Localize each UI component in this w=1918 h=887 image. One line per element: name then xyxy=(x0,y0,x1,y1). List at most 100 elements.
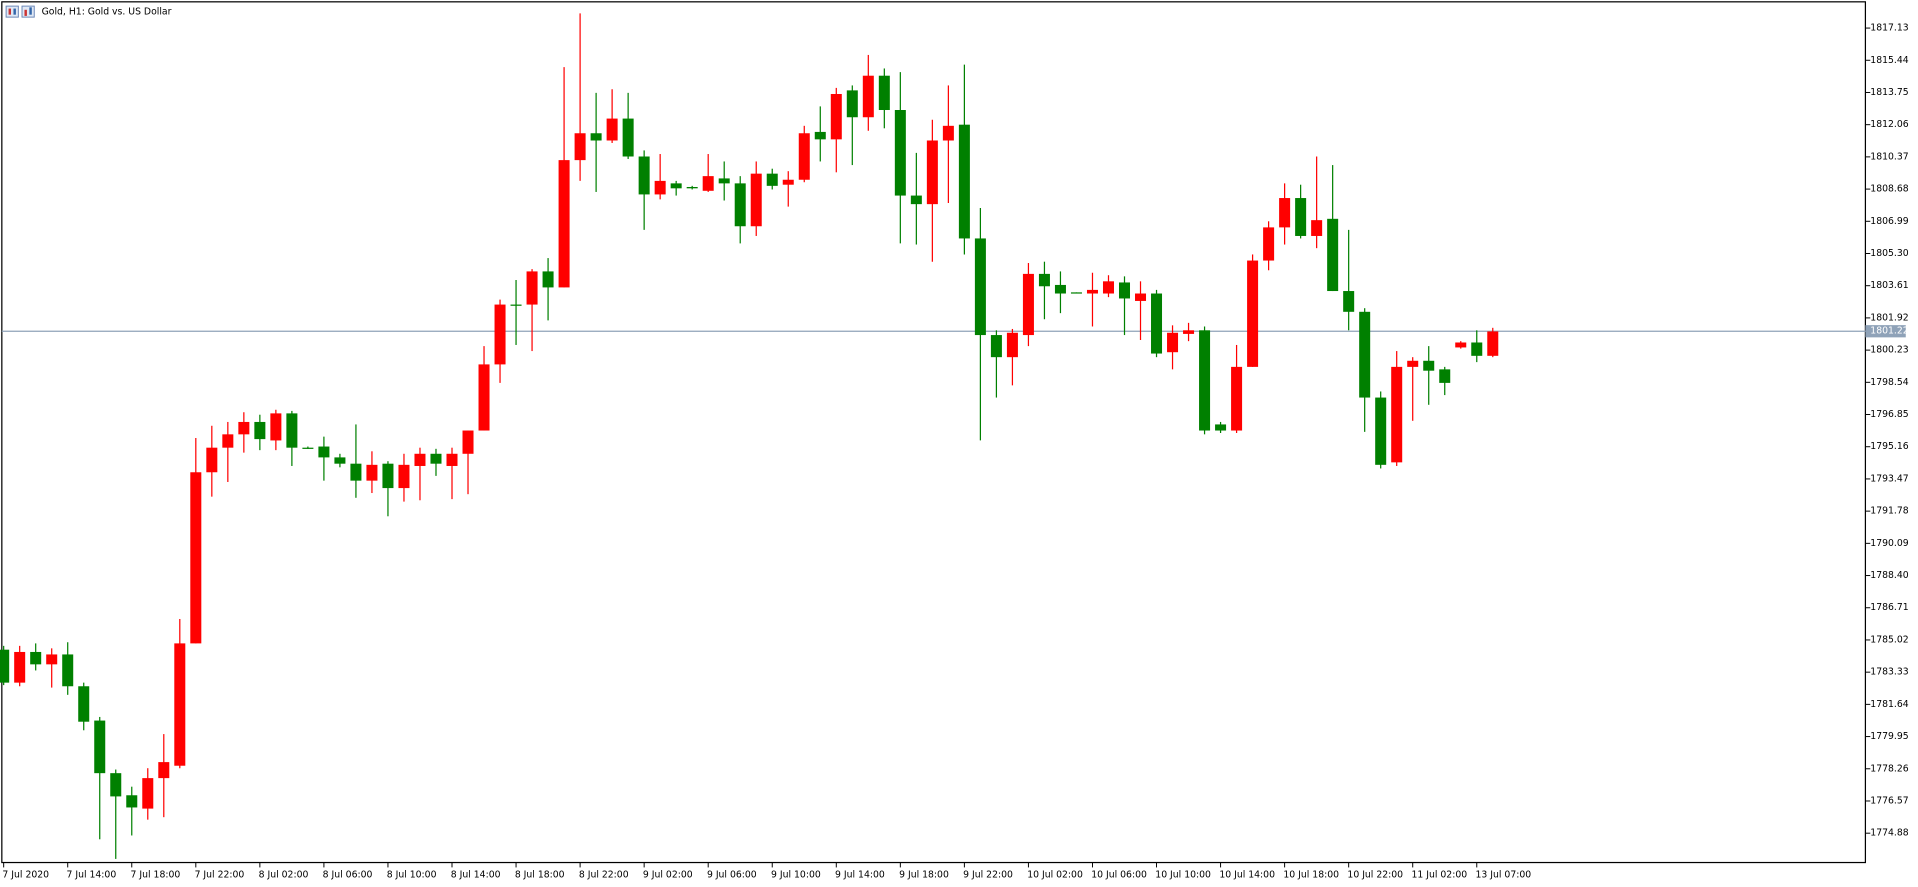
candle-body xyxy=(718,178,730,184)
candle-body xyxy=(686,186,698,189)
y-tick-label: 1795.16 xyxy=(1870,441,1908,452)
candle-body xyxy=(1199,330,1211,431)
candle-body xyxy=(1135,293,1147,301)
x-tick-label: 7 Jul 22:00 xyxy=(195,869,245,880)
x-tick-label: 8 Jul 18:00 xyxy=(515,869,565,880)
candle-body xyxy=(1487,331,1499,356)
candle-body xyxy=(462,430,474,454)
y-tick-label: 1806.99 xyxy=(1870,216,1908,227)
candle-body xyxy=(14,651,26,683)
candle-body xyxy=(1263,227,1275,261)
candle-body xyxy=(1022,273,1034,336)
candle-body xyxy=(414,453,426,466)
candle-body xyxy=(206,447,218,473)
candle-body xyxy=(430,453,442,464)
x-tick-label: 9 Jul 18:00 xyxy=(899,869,949,880)
candle-body xyxy=(574,133,586,161)
x-tick-label: 9 Jul 10:00 xyxy=(771,869,821,880)
y-tick-label: 1785.02 xyxy=(1870,634,1908,645)
y-tick-label: 1783.33 xyxy=(1870,667,1908,678)
candle-body xyxy=(910,195,922,205)
candle-body xyxy=(1359,311,1371,398)
y-tick-label: 1788.40 xyxy=(1870,570,1908,581)
x-tick-label: 10 Jul 02:00 xyxy=(1027,869,1083,880)
x-tick-label: 8 Jul 14:00 xyxy=(451,869,501,880)
candle-body xyxy=(766,173,778,186)
y-tick-label: 1786.71 xyxy=(1870,602,1908,613)
x-tick-label: 7 Jul 2020 xyxy=(2,869,49,880)
candle-body xyxy=(478,364,490,431)
candle-body xyxy=(446,453,458,466)
candle-body xyxy=(542,271,554,288)
candle-body xyxy=(78,686,90,722)
x-tick-label: 8 Jul 10:00 xyxy=(387,869,437,880)
y-tick-label: 1801.92 xyxy=(1870,312,1908,323)
candle-body xyxy=(510,304,522,306)
last-price-box xyxy=(1865,325,1906,338)
candle-body xyxy=(334,457,346,464)
candle-body xyxy=(846,90,858,118)
y-tick-label: 1793.47 xyxy=(1870,473,1908,484)
y-tick-label: 1803.61 xyxy=(1870,280,1908,291)
candle-body xyxy=(366,464,378,481)
candle-body xyxy=(590,133,602,141)
candle-body xyxy=(110,773,122,797)
y-tick-label: 1805.30 xyxy=(1870,248,1908,259)
candle-body xyxy=(222,434,234,448)
x-tick-label: 10 Jul 22:00 xyxy=(1347,869,1403,880)
candle-body xyxy=(1118,282,1131,299)
x-tick-label: 8 Jul 06:00 xyxy=(323,869,373,880)
candle-body xyxy=(1086,289,1098,294)
candle-body xyxy=(782,179,794,185)
candle-body xyxy=(46,654,58,665)
last-price-label: 1801.22 xyxy=(1870,326,1908,337)
candle-body xyxy=(1102,281,1114,294)
candle-body xyxy=(1343,291,1355,312)
y-tick-label: 1812.06 xyxy=(1870,119,1908,130)
candle-body xyxy=(1471,342,1483,356)
candle-body xyxy=(1054,284,1066,294)
x-tick-label: 7 Jul 18:00 xyxy=(131,869,181,880)
y-tick-label: 1790.09 xyxy=(1870,538,1908,549)
candle-body xyxy=(494,304,506,365)
candle-body xyxy=(974,238,986,336)
candle-body xyxy=(62,654,74,687)
candle-body xyxy=(558,160,570,288)
candle-body xyxy=(382,463,394,489)
x-tick-label: 10 Jul 10:00 xyxy=(1155,869,1211,880)
candle-body xyxy=(142,778,154,809)
candle-body xyxy=(926,140,938,205)
candle-body xyxy=(238,421,250,435)
candle-body xyxy=(254,421,266,440)
candle-body xyxy=(622,118,634,157)
candle-body xyxy=(990,335,1002,358)
x-tick-label: 10 Jul 18:00 xyxy=(1283,869,1339,880)
x-tick-label: 10 Jul 06:00 xyxy=(1091,869,1147,880)
candle-body xyxy=(670,183,682,189)
y-tick-label: 1813.75 xyxy=(1870,87,1908,98)
candle-body xyxy=(1070,292,1082,294)
candle-body xyxy=(94,720,106,774)
candle-body xyxy=(606,118,618,141)
x-tick-label: 13 Jul 07:00 xyxy=(1476,869,1532,880)
y-tick-label: 1808.68 xyxy=(1870,184,1908,195)
candle-body xyxy=(750,173,762,227)
candle-body xyxy=(1439,369,1451,383)
x-tick-label: 7 Jul 14:00 xyxy=(66,869,116,880)
candle-body xyxy=(398,464,410,489)
y-tick-label: 1796.85 xyxy=(1870,409,1908,420)
candle-body xyxy=(1327,218,1339,292)
candle-body xyxy=(1006,332,1018,358)
candle-body xyxy=(830,93,842,140)
y-tick-label: 1774.88 xyxy=(1870,828,1908,839)
candle-body xyxy=(1455,342,1467,348)
candle-body xyxy=(1231,366,1243,431)
y-tick-label: 1800.23 xyxy=(1870,345,1908,356)
candle-body xyxy=(1183,330,1195,334)
y-tick-label: 1817.13 xyxy=(1870,23,1908,34)
candle-body xyxy=(30,651,42,665)
y-tick-label: 1781.64 xyxy=(1870,699,1908,710)
candle-body xyxy=(1375,397,1387,465)
candle-body xyxy=(1215,424,1227,431)
